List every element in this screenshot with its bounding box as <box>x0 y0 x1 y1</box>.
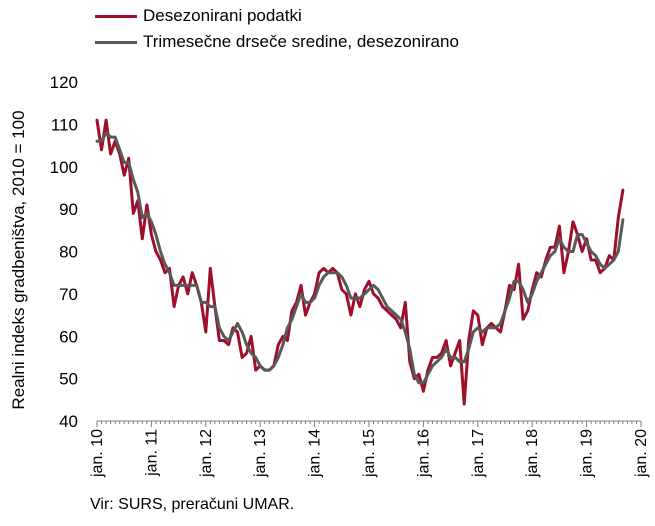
x-tick-label: jan. 13 <box>252 429 269 478</box>
x-tick-label: jan. 16 <box>415 429 432 478</box>
x-tick-label: jan. 18 <box>524 429 541 478</box>
x-tick-label: jan. 12 <box>198 429 215 478</box>
x-tick-label: jan. 15 <box>361 429 378 478</box>
y-axis-title: Realni indeks gradbeništva, 2010 = 100 <box>9 110 28 410</box>
series-line-seasonally-adjusted <box>95 118 625 406</box>
y-tick-label: 110 <box>51 115 78 134</box>
y-tick-label: 80 <box>59 243 78 262</box>
y-tick-label: 40 <box>59 412 78 431</box>
x-tick-label: jan. 14 <box>307 429 324 478</box>
x-tick-label: jan. 17 <box>470 429 487 478</box>
y-tick-label: 90 <box>59 200 78 219</box>
y-tick-label: 100 <box>50 158 78 177</box>
legend: Desezonirani podatki Trimesečne drseče s… <box>95 3 459 55</box>
x-tick-label: jan. 20 <box>633 429 650 478</box>
legend-label-seasonally-adjusted: Desezonirani podatki <box>143 6 302 25</box>
x-tick-label: jan. 10 <box>89 429 106 478</box>
source-note: Vir: SURS, preračuni UMAR. <box>90 496 295 513</box>
series-line-moving-average <box>95 131 625 385</box>
x-axis: jan. 10 jan. 11 jan. 12 jan. 13 jan. 14 jan. … <box>89 420 650 478</box>
legend-item-moving-average: Trimesečne drseče sredine, desezonirano <box>95 29 459 55</box>
y-tick-label: 60 <box>59 327 78 346</box>
series-layer <box>95 118 625 406</box>
y-tick-label: 50 <box>59 370 78 389</box>
legend-swatch-moving-average <box>95 40 137 44</box>
x-tick-label: jan. 19 <box>579 429 596 478</box>
legend-item-seasonally-adjusted: Desezonirani podatki <box>95 3 459 29</box>
x-tick-label: jan. 11 <box>143 429 160 477</box>
legend-label-moving-average: Trimesečne drseče sredine, desezonirano <box>143 32 459 51</box>
y-tick-label: 120 <box>50 73 78 92</box>
legend-swatch-seasonally-adjusted <box>95 14 137 18</box>
y-axis: 40 50 60 70 80 90 100 110 120 <box>50 73 78 431</box>
y-tick-label: 70 <box>59 285 78 304</box>
